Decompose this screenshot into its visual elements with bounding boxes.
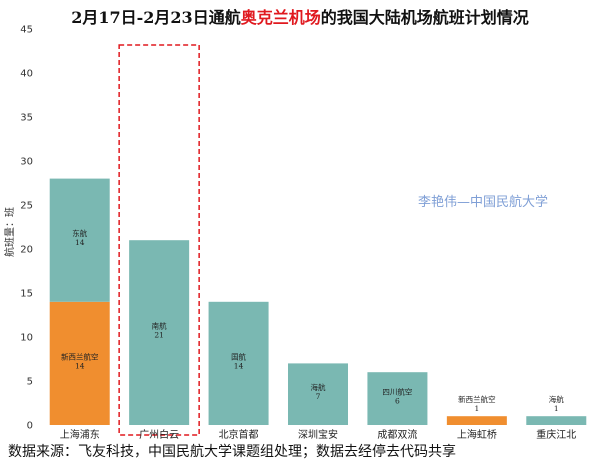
watermark: 李艳伟—中国民航大学 <box>418 194 548 210</box>
segment-value-label: 1 <box>554 404 559 413</box>
data-source-note: 数据来源：飞友科技，中国民航大学课题组处理；数据去经停去代码共享 <box>8 444 456 460</box>
bar-segment <box>526 416 587 425</box>
y-tick-label: 0 <box>27 421 33 432</box>
y-tick-label: 10 <box>20 333 33 344</box>
segment-value-label: 14 <box>234 361 244 370</box>
segment-airline-label: 新西兰航空 <box>458 394 496 404</box>
y-tick-label: 35 <box>20 113 33 124</box>
y-tick-label: 40 <box>20 69 33 80</box>
y-tick-label: 20 <box>20 245 33 256</box>
x-tick-label: 广州白云 <box>139 428 179 440</box>
bar-segment <box>208 301 269 425</box>
x-tick-label: 深圳宝安 <box>298 428 338 440</box>
chart-title: 2月17日-2月23日通航奥克兰机场的我国大陆机场航班计划情况 <box>0 4 600 28</box>
y-axis-label: 航班量：班 <box>3 207 16 257</box>
y-tick-label: 30 <box>20 157 33 168</box>
x-tick-label: 成都双流 <box>377 428 417 440</box>
segment-airline-label: 国航 <box>231 351 246 361</box>
bar-segment <box>129 240 190 425</box>
x-tick-label: 重庆江北 <box>536 428 576 440</box>
segment-value-label: 7 <box>316 392 321 401</box>
x-tick-label: 上海浦东 <box>60 428 100 440</box>
segment-airline-label: 南航 <box>152 321 167 331</box>
segment-value-label: 6 <box>395 397 400 406</box>
bar-segment <box>49 178 110 302</box>
y-tick-label: 15 <box>20 289 33 300</box>
segment-value-label: 14 <box>75 238 85 247</box>
bar-segment <box>288 363 348 425</box>
title-suffix: 的我国大陆机场航班计划情况 <box>320 8 529 27</box>
segment-value-label: 21 <box>154 331 164 340</box>
segment-airline-label: 海航 <box>311 382 326 392</box>
bar-segment <box>49 301 110 425</box>
x-tick-label: 上海虹桥 <box>457 428 497 440</box>
segment-value-label: 1 <box>474 404 479 413</box>
title-prefix: 2月17日-2月23日通航 <box>71 8 241 27</box>
segment-airline-label: 四川航空 <box>382 387 412 397</box>
bar-segment <box>367 372 428 425</box>
bar-segment <box>446 416 507 425</box>
segment-value-label: 14 <box>75 361 85 370</box>
x-axis: 上海浦东 广州白云 北京首都 深圳宝安 成都双流 上海虹桥 重庆江北 <box>60 428 577 440</box>
segment-airline-label: 东航 <box>72 228 87 238</box>
segment-airline-label: 海航 <box>549 394 564 404</box>
segment-airline-label: 新西兰航空 <box>61 351 99 361</box>
y-tick-label: 5 <box>27 377 33 388</box>
highlight-box <box>118 44 200 436</box>
y-tick-label: 45 <box>20 25 33 36</box>
title-highlight: 奥克兰机场 <box>240 8 321 27</box>
x-tick-label: 北京首都 <box>219 428 259 440</box>
y-axis: 0 5 10 15 20 25 30 35 40 45 <box>20 25 33 432</box>
y-tick-label: 25 <box>20 201 33 212</box>
